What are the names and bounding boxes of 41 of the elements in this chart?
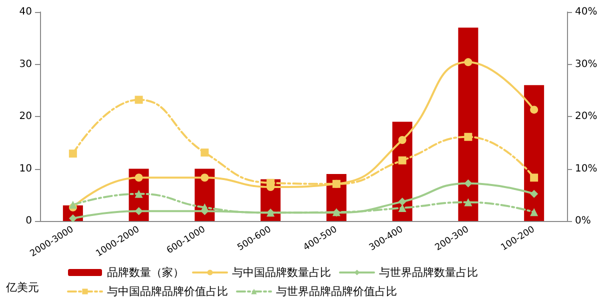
- legend-label: 与中国品牌数量占比: [232, 266, 331, 279]
- y-tick-label: 20: [19, 111, 32, 122]
- point: [200, 174, 209, 182]
- text: 亿美元: [5, 281, 39, 294]
- point: [398, 198, 406, 206]
- point: [464, 179, 472, 188]
- legend-label: 与中国品牌品牌价值占比: [107, 285, 228, 298]
- point: [398, 136, 406, 144]
- point: [530, 106, 538, 114]
- y2-tick-label: 0%: [575, 216, 591, 226]
- point: [134, 96, 143, 104]
- point: [68, 200, 77, 209]
- point: [464, 198, 472, 206]
- y2-tick-label: 10%: [575, 163, 598, 174]
- y2-tick-label: 20%: [575, 111, 598, 122]
- bar: [524, 85, 544, 221]
- point: [68, 214, 77, 222]
- point: [200, 203, 209, 212]
- point: [266, 178, 275, 187]
- point: [464, 132, 472, 141]
- point: [134, 207, 143, 216]
- y2-tick-label: 30%: [575, 58, 598, 70]
- legend-label: 品牌数量（家）: [107, 266, 184, 279]
- point: [68, 150, 77, 158]
- legend-label: 与世界品牌数量占比: [379, 266, 478, 279]
- point: [200, 148, 209, 157]
- y-tick-label: 30: [19, 58, 32, 70]
- point: [530, 190, 538, 198]
- y2-tick-label: 40%: [575, 6, 598, 18]
- point: [134, 174, 143, 182]
- y-tick-label: 10: [19, 163, 32, 174]
- point: [530, 174, 538, 182]
- bar: [458, 28, 478, 221]
- point: [398, 156, 406, 164]
- legend-label: 与世界品牌品牌价值占比: [276, 285, 397, 298]
- point: [134, 190, 143, 198]
- point: [464, 58, 472, 66]
- point: [332, 180, 340, 188]
- y-tick-label: 0: [26, 216, 32, 226]
- y-tick-label: 40: [19, 6, 32, 18]
- point: [530, 208, 538, 216]
